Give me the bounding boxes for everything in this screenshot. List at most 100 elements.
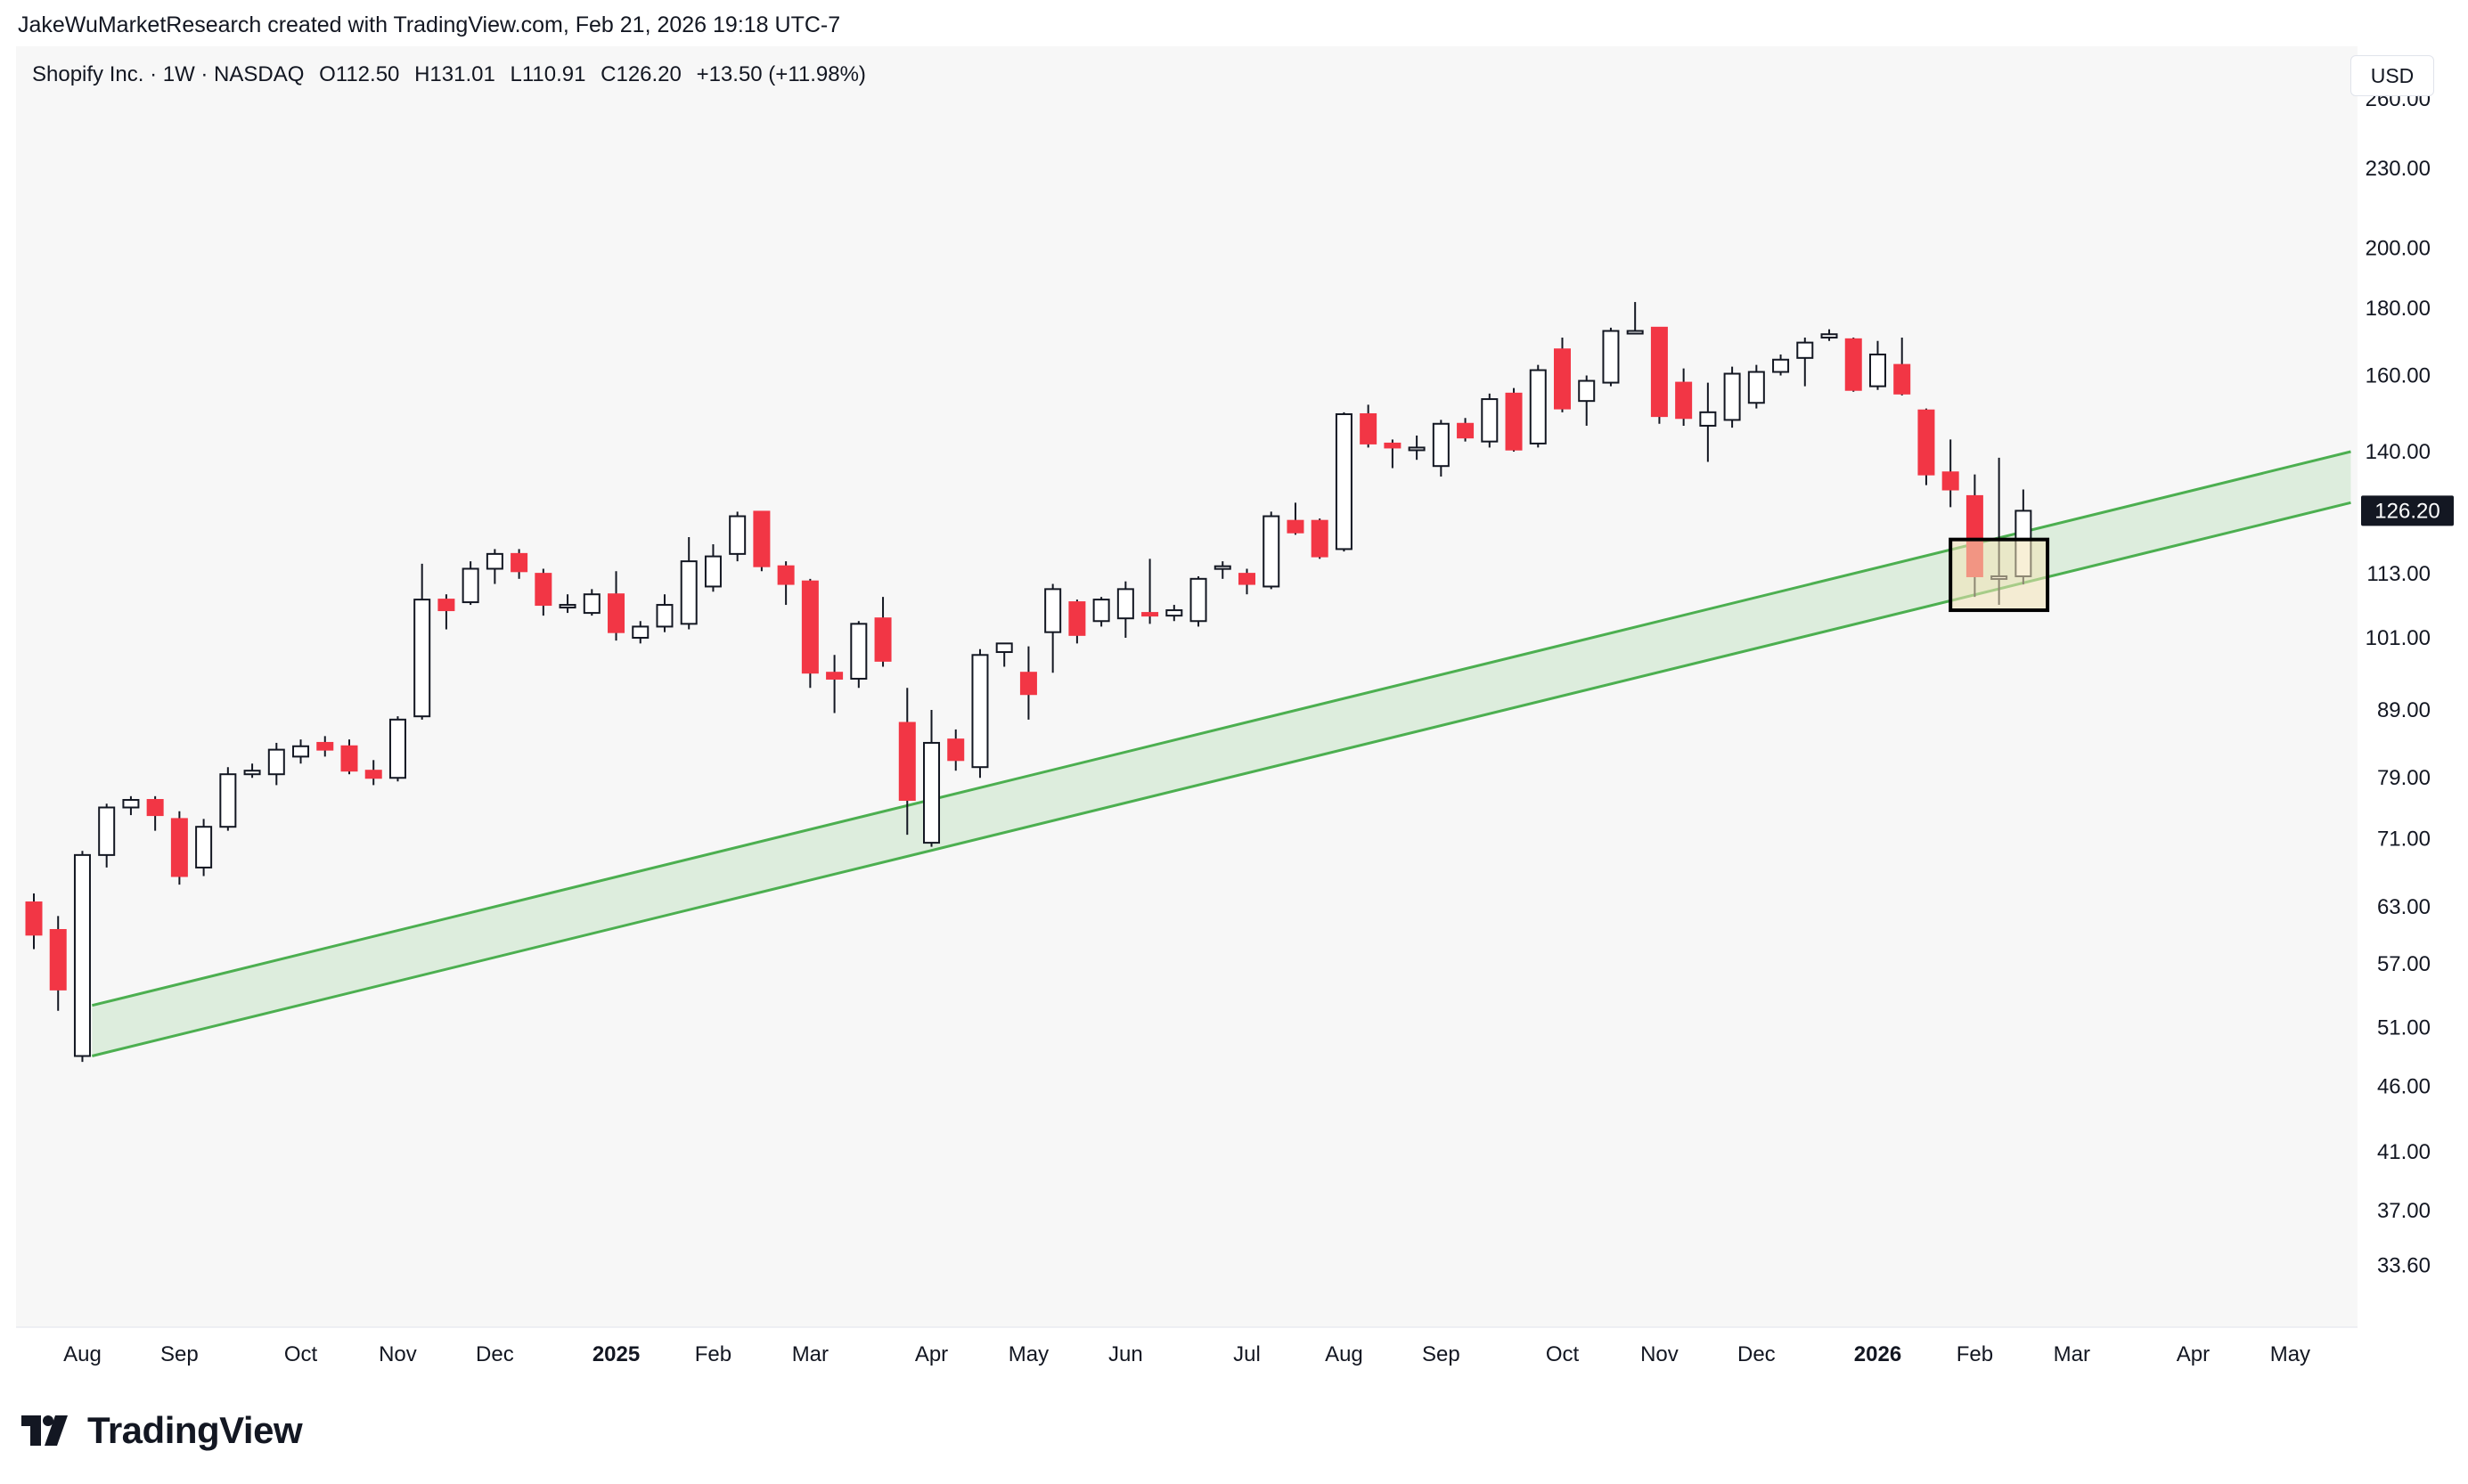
- trend-channel-upper-line: [91, 450, 2351, 1007]
- price-tick-label: 230.00: [2366, 157, 2431, 181]
- candle-body-down: [1675, 381, 1693, 420]
- candle: [1553, 337, 1571, 412]
- currency-button[interactable]: USD: [2350, 55, 2434, 96]
- candle: [1675, 368, 1693, 426]
- candle: [680, 536, 698, 630]
- candle: [1238, 568, 1255, 595]
- tradingview-logo[interactable]: TradingView: [21, 1407, 303, 1454]
- candle: [219, 767, 237, 831]
- candle: [971, 648, 989, 779]
- candle: [1602, 327, 1620, 387]
- candle: [1311, 518, 1328, 559]
- candle: [170, 811, 188, 885]
- candle: [1263, 511, 1280, 590]
- candle: [535, 568, 552, 616]
- chart-frame[interactable]: 260.00 230.00 200.00 180.00 160.00 140.00 113.…: [16, 46, 2454, 1379]
- price-chart[interactable]: 260.00230.00200.00180.00160.00140.00113.…: [16, 46, 2454, 1379]
- price-tick-label: 140.00: [2366, 440, 2431, 464]
- candle-body-up: [1626, 330, 1644, 335]
- candle-body-down: [535, 573, 552, 607]
- price-tick-label: 200.00: [2366, 237, 2431, 261]
- trend-channel-fill: [92, 451, 2351, 1056]
- candle-body-up: [388, 718, 406, 779]
- candle-body-down: [801, 580, 819, 674]
- candle-body-up: [1820, 333, 1838, 338]
- candle-body-down: [777, 565, 795, 585]
- last-price-tag: [2361, 495, 2454, 526]
- candle: [1068, 599, 1086, 644]
- candle: [1214, 561, 1231, 579]
- candle-body-up: [486, 552, 503, 570]
- candle-body-up: [292, 745, 310, 758]
- price-tick-label: 79.00: [2377, 766, 2431, 790]
- candle: [340, 739, 358, 775]
- close-value: C126.20: [601, 62, 682, 86]
- candle-body-down: [1068, 601, 1086, 636]
- price-tick-label: 51.00: [2377, 1015, 2431, 1040]
- candle-body-down: [25, 901, 43, 936]
- price-tick-label: 37.00: [2377, 1199, 2431, 1223]
- candle: [1044, 583, 1062, 673]
- candle: [801, 578, 819, 689]
- candle: [1868, 340, 1886, 390]
- candle: [1844, 337, 1862, 392]
- time-tick-label: Apr: [915, 1342, 948, 1366]
- candle-body-down: [364, 770, 382, 779]
- candle-body-down: [1844, 338, 1862, 391]
- candle: [1772, 354, 1790, 376]
- candle: [122, 795, 140, 816]
- price-tick-label: 57.00: [2377, 952, 2431, 976]
- candle-body-down: [1893, 363, 1911, 395]
- candle-body-down: [1917, 409, 1935, 476]
- candle-body-up: [656, 604, 674, 628]
- candle-body-up: [680, 560, 698, 625]
- candle: [898, 688, 916, 836]
- candle-body-up: [122, 799, 140, 809]
- candle: [1699, 382, 1717, 462]
- candle: [49, 916, 67, 1011]
- candle-body-down: [511, 552, 528, 573]
- candle-body-up: [1796, 341, 1814, 359]
- candle-body-up: [704, 555, 722, 588]
- price-tick-label: 46.00: [2377, 1074, 2431, 1098]
- candle-body-up: [1214, 565, 1231, 570]
- candle: [413, 563, 431, 720]
- time-tick-label: Sep: [1422, 1342, 1460, 1366]
- candle-body-down: [874, 617, 892, 662]
- price-tick-label: 71.00: [2377, 828, 2431, 852]
- candle: [486, 549, 503, 584]
- time-tick-label: Aug: [63, 1342, 102, 1366]
- candle: [656, 594, 674, 632]
- candle-body-up: [1092, 599, 1110, 623]
- candle: [995, 642, 1013, 667]
- candle: [1189, 575, 1207, 627]
- candle-body-up: [850, 623, 868, 680]
- candle-body-up: [1602, 330, 1620, 384]
- candle: [267, 742, 285, 786]
- candle-body-up: [98, 806, 116, 856]
- time-tick-label: Jul: [1233, 1342, 1261, 1366]
- symbol-name[interactable]: Shopify Inc. · 1W · NASDAQ: [32, 62, 305, 86]
- candle-body-up: [1044, 588, 1062, 633]
- candle: [583, 589, 601, 616]
- candle: [1529, 364, 1547, 448]
- candle-body-up: [923, 741, 941, 844]
- candle: [777, 561, 795, 606]
- candle: [1481, 393, 1499, 448]
- candle-body-down: [1287, 519, 1304, 534]
- candle: [753, 510, 771, 572]
- candle-body-down: [1457, 422, 1475, 439]
- candle: [98, 803, 116, 868]
- candle-body-up: [1578, 379, 1596, 403]
- candle: [1019, 646, 1037, 720]
- candle: [559, 594, 576, 614]
- chart-credit: JakeWuMarketResearch created with Tradin…: [18, 12, 841, 37]
- candle-body-up: [219, 773, 237, 828]
- candle-body-up: [729, 515, 747, 555]
- price-axis-bg: [2358, 46, 2454, 1379]
- candle: [1578, 375, 1596, 426]
- candle-body-up: [73, 853, 91, 1057]
- candle-body-down: [1553, 348, 1571, 410]
- candle-body-down: [826, 672, 844, 680]
- candle: [1287, 502, 1304, 535]
